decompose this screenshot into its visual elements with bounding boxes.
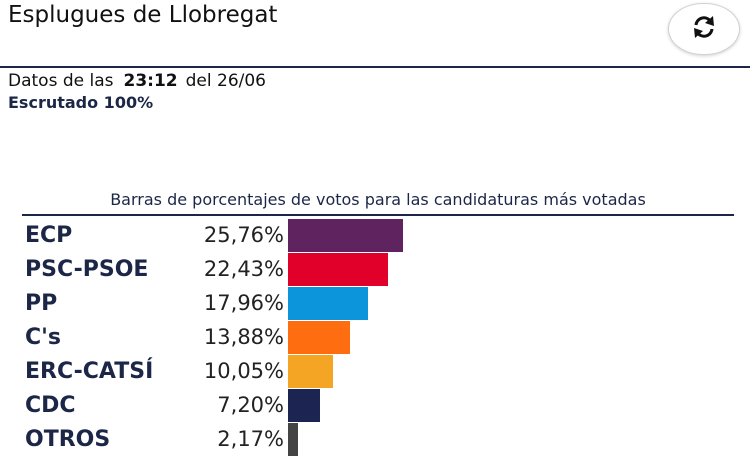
party-label: ECP <box>25 223 73 248</box>
bar-row: OTROS 2,17% <box>22 423 734 457</box>
party-label: PP <box>25 291 58 316</box>
vote-bar <box>288 287 368 320</box>
percent-label: 17,96% <box>203 291 284 315</box>
bar-row: CDC 7,20% <box>22 389 734 423</box>
percent-label: 25,76% <box>203 223 284 247</box>
bar-row: PSC-PSOE 22,43% <box>22 253 734 287</box>
party-label: CDC <box>25 393 76 418</box>
page-title: Esplugues de Llobregat <box>8 2 278 28</box>
header: Esplugues de Llobregat <box>0 0 750 68</box>
party-label: C's <box>25 325 61 350</box>
chart-divider <box>22 214 734 216</box>
party-label: ERC-CATSÍ <box>25 359 154 384</box>
data-time: 23:12 <box>123 71 178 91</box>
percent-label: 10,05% <box>203 359 284 383</box>
bar-row: ERC-CATSÍ 10,05% <box>22 355 734 389</box>
data-date: del 26/06 <box>185 71 266 91</box>
party-label: PSC-PSOE <box>25 257 149 282</box>
refresh-button[interactable] <box>668 3 740 55</box>
data-time-prefix: Datos de las <box>8 71 114 91</box>
vote-bar <box>288 219 403 252</box>
bar-row: C's 13,88% <box>22 321 734 355</box>
percent-label: 13,88% <box>203 325 284 349</box>
bar-row: ECP 25,76% <box>22 219 734 253</box>
scrutiny-status: Escrutado 100% <box>8 93 154 112</box>
percent-label: 22,43% <box>203 257 284 281</box>
vote-bar <box>288 423 298 456</box>
party-label: OTROS <box>25 427 111 452</box>
vote-bar-chart: ECP 25,76% PSC-PSOE 22,43% PP 17,96% C's 13,88%… <box>22 219 734 476</box>
vote-bar <box>288 321 350 354</box>
bar-row: PP 17,96% <box>22 287 734 321</box>
chart-title: Barras de porcentajes de votos para las … <box>110 190 646 209</box>
percent-label: 7,20% <box>217 393 284 417</box>
vote-bar <box>288 355 333 388</box>
refresh-icon <box>689 12 719 46</box>
vote-bar <box>288 389 320 422</box>
vote-bar <box>288 253 388 286</box>
percent-label: 2,17% <box>217 427 284 451</box>
results-info: Datos de las 23:12 del 26/06 Escrutado 100… <box>8 71 266 112</box>
